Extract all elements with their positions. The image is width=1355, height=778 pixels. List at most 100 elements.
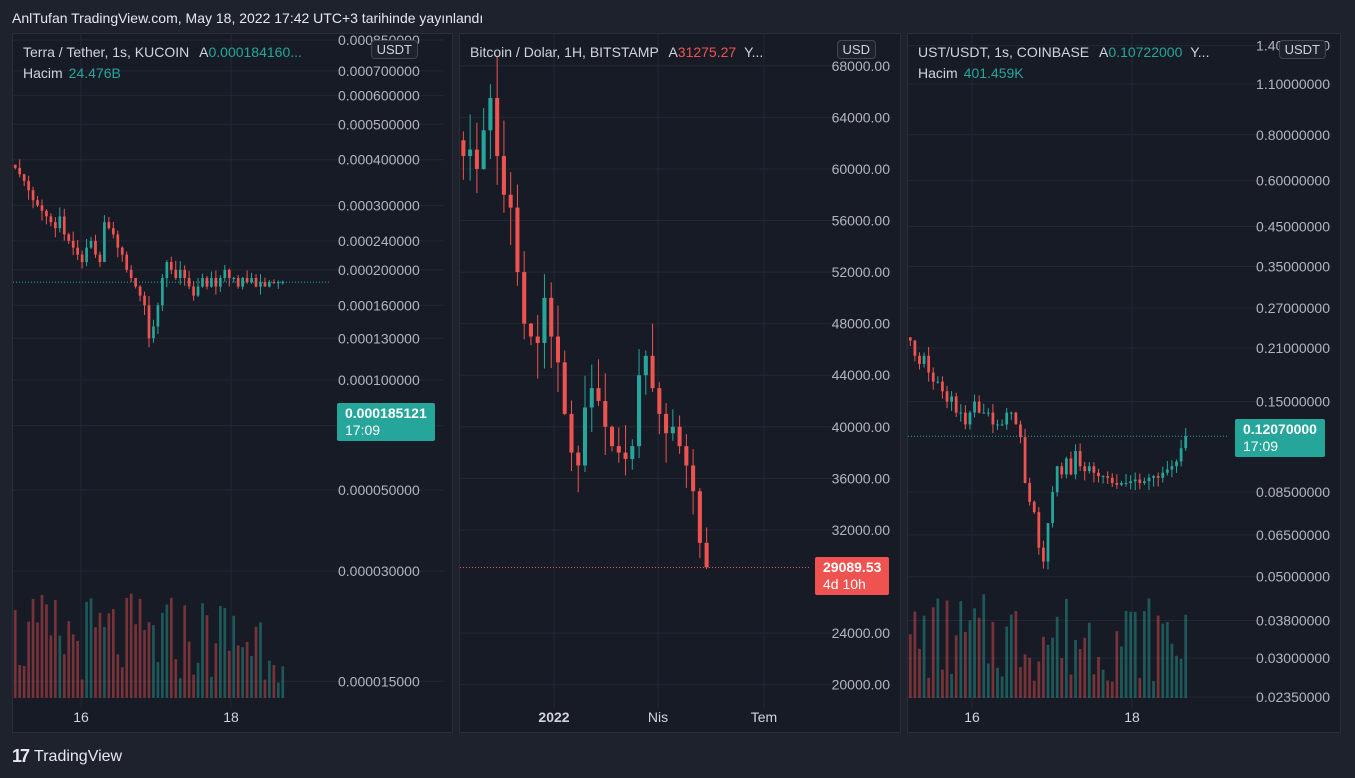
volume-bar: [991, 622, 995, 698]
candle-body: [76, 247, 79, 255]
candle-body: [555, 336, 560, 363]
ust-chart-svg[interactable]: 1.400000001.100000000.800000000.60000000…: [908, 34, 1342, 734]
candle-body: [169, 262, 173, 270]
volume-bar: [996, 667, 999, 698]
candle-body: [1152, 476, 1155, 478]
bitcoin-chart-svg[interactable]: 68000.00 64000.00 60000.00 56000.00 52000.00…: [460, 34, 902, 734]
candle-body: [704, 542, 709, 568]
candle-body: [986, 412, 990, 414]
y-tick-label: 48000.00: [832, 316, 891, 332]
candle-body: [959, 412, 963, 414]
candle-body: [945, 391, 949, 402]
x-tick-label: Tem: [751, 709, 777, 725]
tradingview-logo-text: TradingView: [34, 747, 123, 765]
volume-bar: [169, 597, 173, 698]
candle-body: [927, 355, 931, 373]
volume-bar: [1074, 639, 1077, 698]
x-tick-label: Nis: [648, 709, 668, 725]
volume-bar: [913, 611, 917, 698]
candle-body: [259, 282, 262, 287]
y-tick-label: 0.000600000: [338, 87, 420, 103]
volume-bar: [192, 674, 195, 698]
candle-body: [107, 222, 111, 229]
candle-body: [156, 305, 160, 327]
terra-chart-panel[interactable]: 0.0008500000.0007000000.0006000000.00050…: [12, 33, 453, 733]
candle-body: [22, 174, 26, 181]
candle-body: [223, 269, 227, 278]
volume-bar: [1156, 615, 1160, 698]
tradingview-footer[interactable]: 17 TradingView: [12, 746, 122, 767]
y-tick-label: 0.02350000: [1256, 689, 1330, 705]
candle-body: [1161, 472, 1165, 478]
ust-last-price-tag: 0.12070000 17:09: [1235, 419, 1325, 457]
volume-bar: [1175, 655, 1178, 698]
candle-body: [495, 98, 500, 157]
ust-chart-panel[interactable]: 1.400000001.100000000.800000000.60000000…: [907, 33, 1341, 733]
candle-body: [528, 323, 533, 337]
candle-body: [143, 295, 146, 306]
volume-bar: [13, 609, 17, 698]
bitcoin-currency-badge[interactable]: USD: [836, 40, 876, 59]
bitcoin-chart-panel[interactable]: 68000.00 64000.00 60000.00 56000.00 52000.00…: [459, 33, 901, 733]
y-tick-label: 32000.00: [832, 522, 891, 538]
volume-bar: [263, 679, 267, 698]
candle-body: [1156, 476, 1160, 478]
volume-bar: [31, 598, 35, 698]
y-tick-label: 0.000050000: [338, 482, 420, 498]
candle-body: [1184, 436, 1188, 449]
volume-bar: [210, 676, 213, 698]
candle-body: [991, 412, 995, 425]
volume-bar: [968, 620, 972, 698]
candle-body: [616, 446, 621, 453]
candle-body: [684, 446, 689, 466]
terra-last-price-tag: 0.000185121 17:09: [337, 403, 435, 441]
y-tick-label: 64000.00: [832, 109, 891, 125]
volume-bar: [1051, 637, 1054, 698]
volume-bar: [1161, 623, 1165, 698]
x-tick-label: 18: [1124, 709, 1140, 725]
candle-body: [922, 355, 926, 364]
candle-body: [650, 355, 655, 389]
candle-body: [245, 277, 249, 283]
candle-body: [1101, 476, 1105, 478]
volume-bar: [1147, 598, 1151, 698]
volume-bar: [1009, 614, 1013, 698]
terra-currency-badge[interactable]: USDT: [370, 40, 418, 59]
volume-bar: [94, 627, 97, 698]
candle-body: [13, 164, 17, 168]
candle-body: [1083, 466, 1087, 472]
volume-bar: [1064, 598, 1068, 698]
y-tick-label: 0.80000000: [1256, 127, 1330, 143]
candle-body: [120, 247, 124, 255]
candle-body: [276, 282, 280, 284]
volume-bar: [964, 631, 967, 698]
candle-body: [116, 234, 120, 248]
volume-bar: [223, 608, 227, 698]
candle-body: [697, 491, 702, 543]
candle-body: [1115, 483, 1119, 485]
terra-chart-svg[interactable]: 0.0008500000.0007000000.0006000000.00050…: [13, 34, 454, 734]
candle-body: [522, 272, 527, 324]
volume-bar: [1133, 611, 1137, 698]
volume-bar: [22, 666, 26, 698]
candle-body: [576, 452, 581, 466]
candle-body: [630, 446, 635, 460]
volume-bar: [178, 678, 182, 698]
candle-body: [67, 234, 71, 241]
volume-bar: [1032, 680, 1036, 698]
volume-bar: [54, 599, 57, 698]
ust-currency-badge[interactable]: USDT: [1278, 40, 1326, 59]
y-tick-label: 44000.00: [832, 367, 891, 383]
candle-body: [1170, 466, 1174, 470]
volume-bar: [1087, 622, 1091, 698]
candle-body: [643, 355, 648, 376]
candle-body: [474, 149, 479, 169]
terra-legend-value: 0.000184160...: [208, 44, 302, 60]
candle-body: [58, 216, 62, 229]
candle-body: [1000, 424, 1004, 426]
volume-bar: [1106, 680, 1110, 698]
y-tick-label: 0.000200000: [338, 262, 420, 278]
volume-bar: [945, 600, 949, 698]
candle-body: [192, 286, 195, 296]
volume-bar: [196, 662, 200, 698]
